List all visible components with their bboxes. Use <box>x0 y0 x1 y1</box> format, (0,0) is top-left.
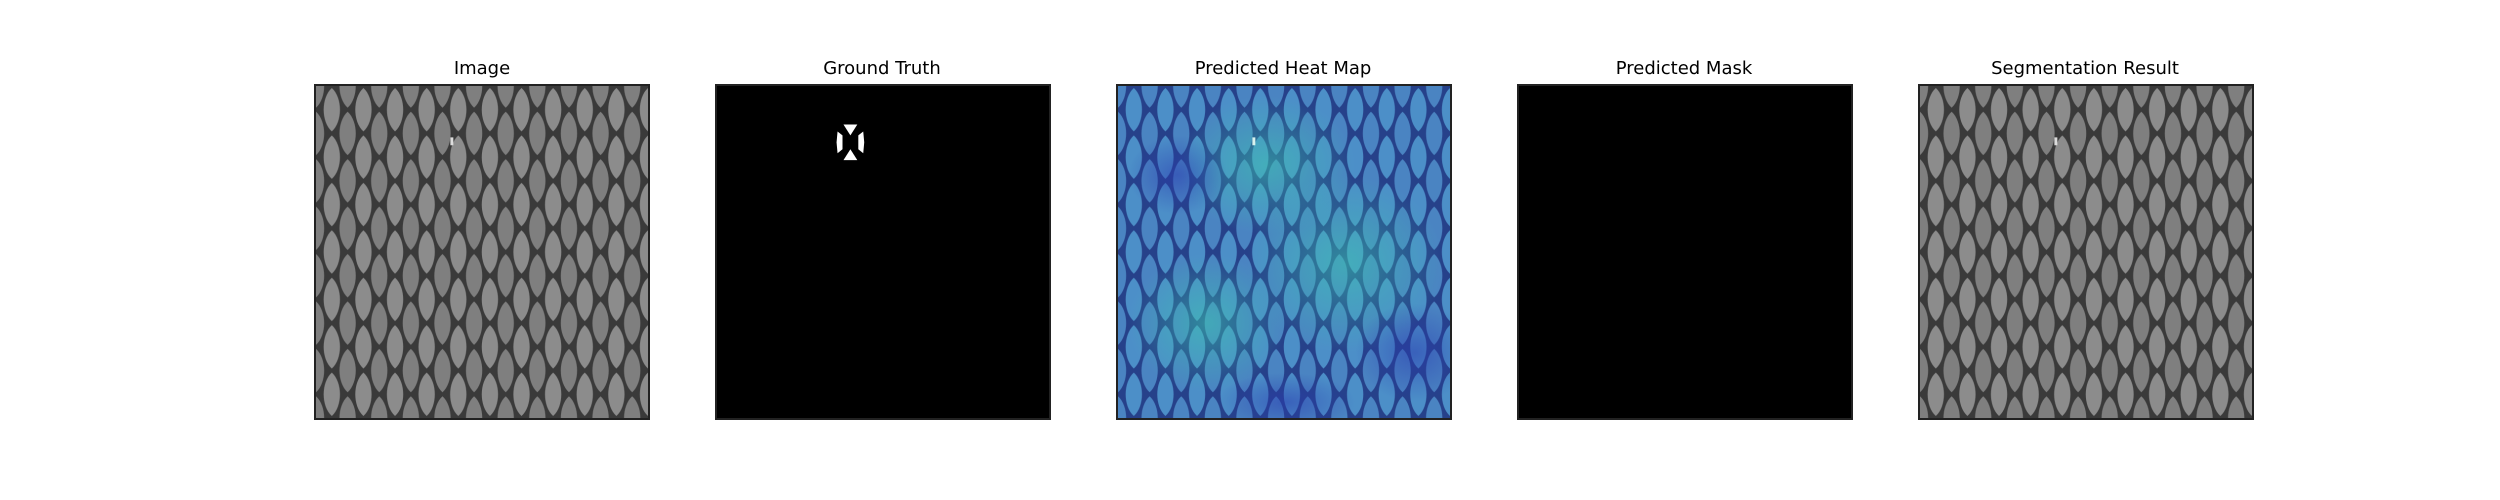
panel-title-image: Image <box>453 58 511 79</box>
heat-map-image <box>1118 86 1450 418</box>
segmentation-result-image <box>1920 86 2252 418</box>
heat-map-panel <box>1116 84 1452 420</box>
panel-title-segmentation-result: Segmentation Result <box>1991 58 2179 79</box>
segmentation-result-panel <box>1918 84 2254 420</box>
image-panel <box>314 84 650 420</box>
predicted-mask-panel <box>1517 84 1853 420</box>
panel-title-ground-truth: Ground Truth <box>823 58 941 79</box>
panel-title-predicted-mask: Predicted Mask <box>1615 58 1753 79</box>
predicted-mask-image <box>1519 86 1851 418</box>
ground-truth-mask <box>717 86 1049 418</box>
ground-truth-panel <box>715 84 1051 420</box>
panel-title-heat-map: Predicted Heat Map <box>1194 58 1372 79</box>
mesh-image <box>316 86 648 418</box>
